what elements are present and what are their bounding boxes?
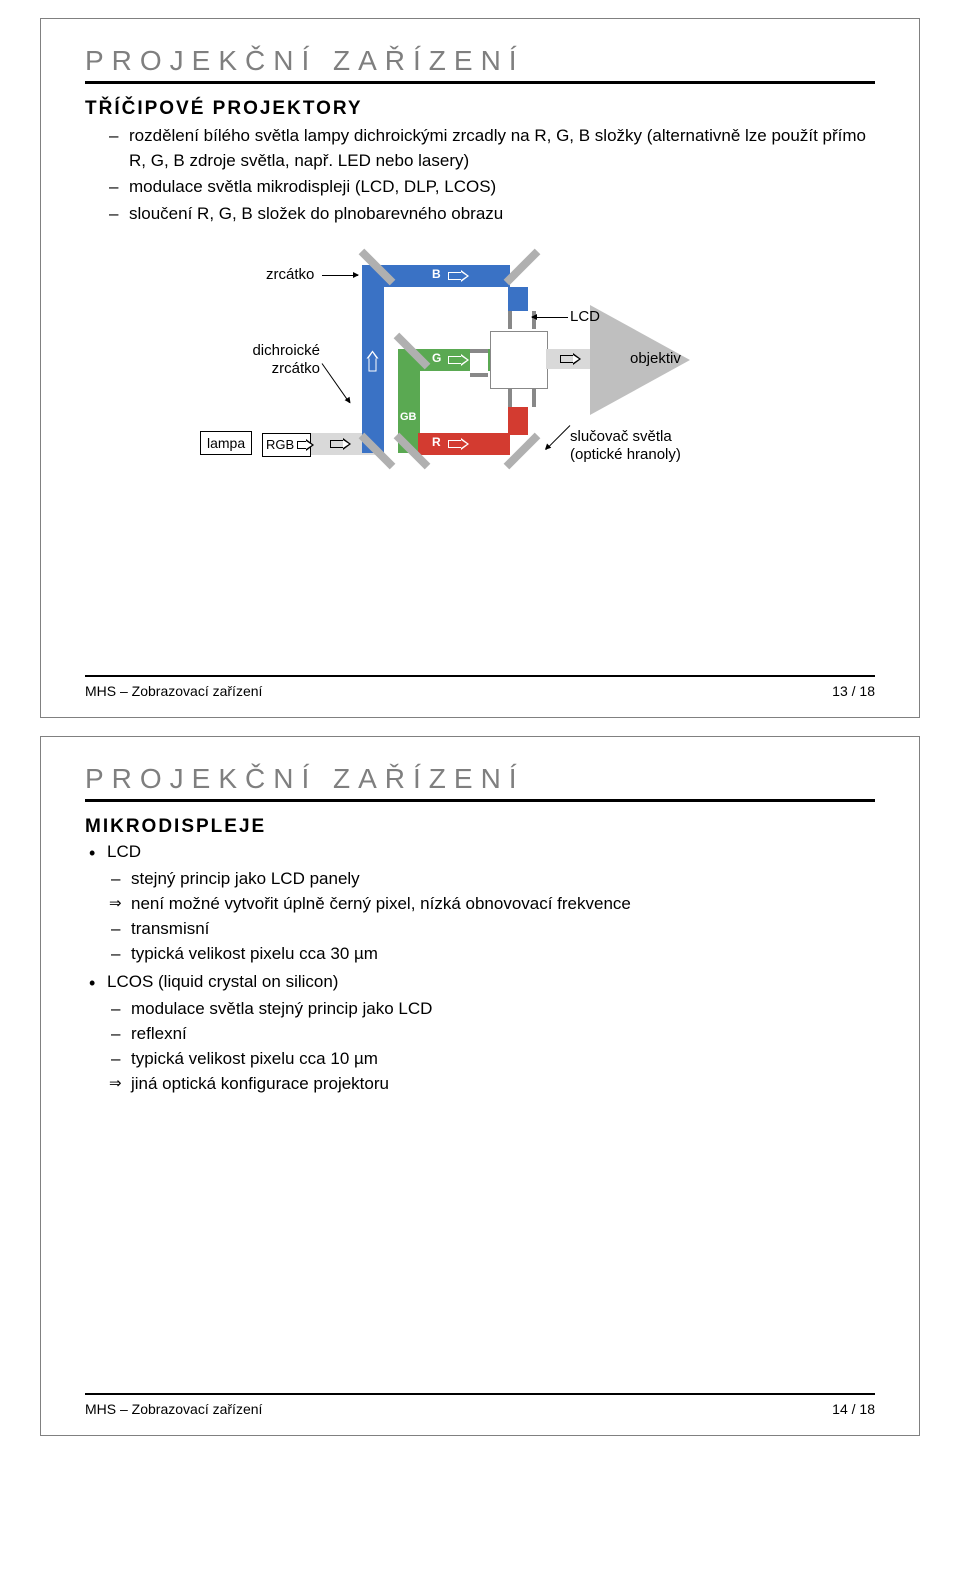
sub-item: stejný princip jako LCD panely xyxy=(131,867,875,891)
title-rule xyxy=(85,799,875,802)
slide-subtitle: MIKRODISPLEJE xyxy=(85,816,875,838)
slide-footer: MHS – Zobrazovací zařízení 14 / 18 xyxy=(85,1393,875,1417)
label-dichroicke-line1: dichroické xyxy=(242,343,320,360)
title-rule xyxy=(85,81,875,84)
projector-diagram: B G GB R zrcátko dichroické zrcátko lamp… xyxy=(200,255,760,485)
sub-list: stejný princip jako LCD panely není možn… xyxy=(107,867,875,967)
sub-list: modulace světla stejný princip jako LCD … xyxy=(107,997,875,1097)
dot-item-label: LCD xyxy=(107,842,141,861)
slide-footer: MHS – Zobrazovací zařízení 13 / 18 xyxy=(85,675,875,699)
footer-left: MHS – Zobrazovací zařízení xyxy=(85,683,262,699)
footer-right: 14 / 18 xyxy=(832,1401,875,1417)
flow-arrow-icon xyxy=(448,270,469,282)
channel-label-r: R xyxy=(432,435,441,449)
slide-title: PROJEKČNÍ ZAŘÍZENÍ xyxy=(85,45,875,77)
blue-into-prism xyxy=(508,287,528,311)
footer-rule xyxy=(85,675,875,677)
label-rgb-box: RGB xyxy=(262,433,311,457)
sub-item: není možné vytvořit úplně černý pixel, n… xyxy=(131,892,875,916)
slide-1: PROJEKČNÍ ZAŘÍZENÍ TŘÍČIPOVÉ PROJEKTORY … xyxy=(40,18,920,718)
channel-label-b: B xyxy=(432,267,441,281)
flow-arrow-icon xyxy=(448,438,469,450)
pointer-arrow xyxy=(532,317,568,318)
flow-arrow-icon xyxy=(560,353,581,365)
label-slucovac-line2: (optické hranoly) xyxy=(570,447,681,464)
flow-arrow-icon xyxy=(330,438,351,450)
label-zrcatko: zrcátko xyxy=(266,267,314,284)
dot-item: LCD stejný princip jako LCD panely není … xyxy=(107,840,875,966)
slide-title: PROJEKČNÍ ZAŘÍZENÍ xyxy=(85,763,875,795)
dot-item: LCOS (liquid crystal on silicon) modulac… xyxy=(107,970,875,1096)
lcd-panel-left xyxy=(470,349,488,377)
label-objektiv: objektiv xyxy=(630,351,681,368)
dot-item-label: LCOS (liquid crystal on silicon) xyxy=(107,972,338,991)
lcd-panel-bottom xyxy=(508,389,536,407)
label-lcd: LCD xyxy=(570,309,600,326)
sub-item: typická velikost pixelu cca 30 µm xyxy=(131,942,875,966)
label-lampa: lampa xyxy=(200,431,252,455)
flow-arrow-icon xyxy=(297,439,314,451)
dot-list: LCD stejný princip jako LCD panely není … xyxy=(85,840,875,1096)
combiner-prism xyxy=(490,331,548,389)
label-dichroicke-line2: zrcátko xyxy=(242,361,320,378)
footer-right: 13 / 18 xyxy=(832,683,875,699)
flow-arrow-icon xyxy=(448,354,469,366)
label-slucovac-line1: slučovač světla xyxy=(570,429,672,446)
page: PROJEKČNÍ ZAŘÍZENÍ TŘÍČIPOVÉ PROJEKTORY … xyxy=(0,18,960,1436)
channel-label-g: G xyxy=(432,351,441,365)
pointer-arrow xyxy=(322,363,350,403)
footer-left: MHS – Zobrazovací zařízení xyxy=(85,1401,262,1417)
bullet-item: sloučení R, G, B složek do plnobarevného… xyxy=(129,202,875,227)
sub-item: transmisní xyxy=(131,917,875,941)
sub-item: reflexní xyxy=(131,1022,875,1046)
red-into-prism xyxy=(508,407,528,435)
sub-item: jiná optická konfigurace projektoru xyxy=(131,1072,875,1096)
bullet-item: modulace světla mikrodispleji (LCD, DLP,… xyxy=(129,175,875,200)
slide-2: PROJEKČNÍ ZAŘÍZENÍ MIKRODISPLEJE LCD ste… xyxy=(40,736,920,1436)
pointer-arrow xyxy=(322,275,358,276)
channel-label-gb: GB xyxy=(400,411,417,423)
bullet-item: rozdělení bílého světla lampy dichroický… xyxy=(129,124,875,173)
slide-subtitle: TŘÍČIPOVÉ PROJEKTORY xyxy=(85,98,875,120)
footer-rule xyxy=(85,1393,875,1395)
pointer-arrow xyxy=(546,425,571,450)
bullet-list: rozdělení bílého světla lampy dichroický… xyxy=(85,124,875,227)
sub-item: modulace světla stejný princip jako LCD xyxy=(131,997,875,1021)
flow-arrow-icon xyxy=(367,350,379,371)
label-rgb: RGB xyxy=(266,437,294,452)
sub-item: typická velikost pixelu cca 10 µm xyxy=(131,1047,875,1071)
